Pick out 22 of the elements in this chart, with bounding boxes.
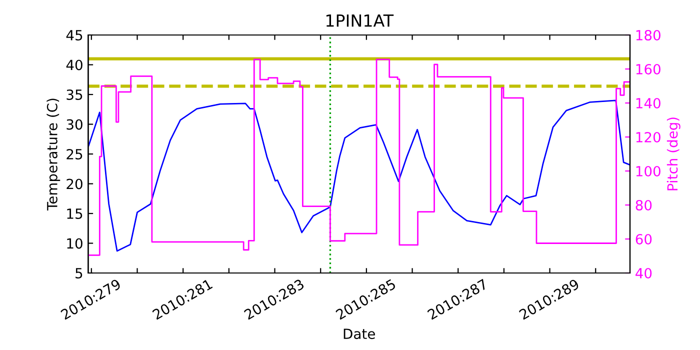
y2-tick-label: 40: [636, 268, 652, 278]
y-tick-label: 25: [66, 148, 82, 160]
y-tick-label: 35: [66, 89, 82, 100]
y2-tick-label: 180: [636, 30, 660, 40]
y2-tick-label: 160: [636, 64, 660, 74]
y2-tick-label: 100: [636, 166, 660, 176]
y2-axis-title: Pitch (deg): [666, 118, 680, 190]
line-series: [88, 100, 630, 252]
y-tick-label: 5: [76, 268, 82, 278]
y2-tick-label: 140: [636, 98, 660, 108]
y-axis-title: Temperature (C): [46, 98, 60, 210]
y2-tick-label: 60: [636, 234, 652, 244]
chart-title: 1PIN1AT: [326, 14, 394, 27]
y2-tick-label: 120: [636, 132, 660, 142]
y-tick-label: 15: [67, 208, 82, 219]
y-tick-label: 45: [66, 30, 82, 40]
y-tick-label: 10: [67, 238, 82, 249]
y-tick-label: 40: [66, 60, 82, 70]
y2-tick-label: 80: [636, 200, 652, 210]
y-tick-label: 20: [66, 178, 82, 190]
x-axis-title: Date: [344, 328, 375, 340]
y-tick-label: 30: [66, 119, 82, 130]
